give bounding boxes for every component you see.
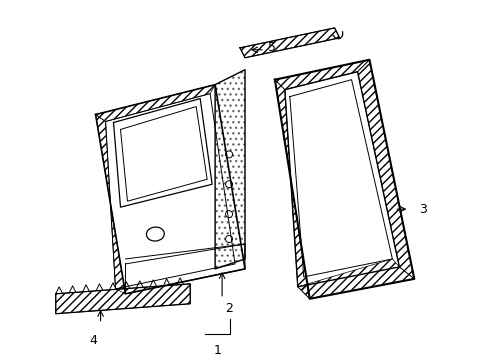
Circle shape (225, 235, 232, 243)
Circle shape (225, 151, 232, 158)
Text: 5: 5 (267, 41, 275, 54)
Text: 4: 4 (89, 334, 97, 347)
Ellipse shape (146, 227, 164, 241)
Circle shape (225, 181, 232, 188)
Text: 2: 2 (224, 302, 232, 315)
Circle shape (225, 211, 232, 217)
Text: 3: 3 (418, 203, 427, 216)
Text: 1: 1 (214, 343, 222, 357)
